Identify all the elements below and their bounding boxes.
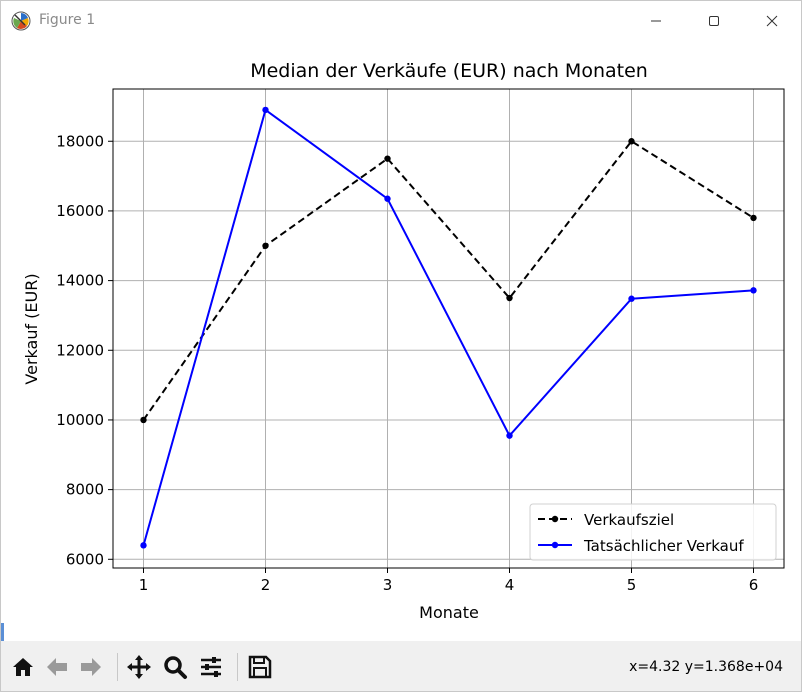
data-point xyxy=(262,106,269,114)
pan-button[interactable] xyxy=(125,653,153,681)
toolbar-separator xyxy=(117,653,118,681)
y-tick-label: 10000 xyxy=(56,411,104,429)
home-icon xyxy=(13,658,33,676)
matplotlib-logo-icon xyxy=(11,11,31,31)
configure-subplots-icon xyxy=(201,657,221,677)
line-chart: Median der Verkäufe (EUR) nach Monaten 1… xyxy=(22,60,785,622)
data-point xyxy=(384,195,391,202)
data-point xyxy=(506,432,513,439)
data-point xyxy=(384,155,391,162)
x-tick-label: 2 xyxy=(261,576,271,594)
grid xyxy=(113,89,784,568)
navigation-toolbar: x=4.32 y=1.368e+04 xyxy=(1,641,801,691)
forward-button[interactable] xyxy=(77,653,105,681)
data-point xyxy=(750,214,757,222)
data-point xyxy=(506,294,513,302)
maximize-button[interactable] xyxy=(691,1,737,41)
cursor-coordinates: x=4.32 y=1.368e+04 xyxy=(629,659,783,675)
legend-box xyxy=(529,503,777,561)
forward-icon xyxy=(81,658,101,676)
close-icon xyxy=(766,15,778,27)
legend-marker xyxy=(551,515,559,523)
y-tick-label: 8000 xyxy=(66,481,104,499)
legend-entry: Verkaufsziel xyxy=(584,511,674,529)
window-title: Figure 1 xyxy=(39,12,96,28)
data-point xyxy=(628,295,635,302)
y-tick-label: 6000 xyxy=(66,550,104,568)
data-point xyxy=(140,416,147,424)
series-line-1 xyxy=(142,139,755,421)
x-axis-label: Monate xyxy=(419,603,479,622)
zoom-icon xyxy=(164,656,187,679)
data-point xyxy=(628,138,635,145)
save-icon xyxy=(248,655,272,679)
legend-entry: Tatsächlicher Verkauf xyxy=(583,537,744,555)
chart-title: Median der Verkäufe (EUR) nach Monaten xyxy=(250,60,648,82)
x-tick-label: 6 xyxy=(749,576,759,594)
save-button[interactable] xyxy=(246,653,274,681)
y-axis-label: Verkauf (EUR) xyxy=(22,273,41,384)
title-bar[interactable]: Figure 1 xyxy=(1,1,801,41)
close-button[interactable] xyxy=(749,1,795,41)
configure-subplots-button[interactable] xyxy=(197,653,225,681)
back-icon xyxy=(47,658,67,676)
y-tick-label: 14000 xyxy=(56,272,104,290)
plot-frame xyxy=(112,88,785,569)
home-button[interactable] xyxy=(9,653,37,681)
zoom-button[interactable] xyxy=(161,653,189,681)
legend-marker xyxy=(551,541,559,549)
y-tick-label: 18000 xyxy=(56,132,104,150)
pan-icon xyxy=(127,655,151,679)
minimize-button[interactable] xyxy=(633,1,679,41)
maximize-icon xyxy=(709,16,719,26)
figure-canvas[interactable]: Median der Verkäufe (EUR) nach Monaten 1… xyxy=(1,41,801,639)
plot-area xyxy=(113,89,784,568)
axis-ticks: 1 2 3 4 5 6 6000 8000 10000 12000 14000 16000 18000 xyxy=(56,132,758,594)
back-button[interactable] xyxy=(43,653,71,681)
legend: Verkaufsziel Tatsächlicher Verkauf xyxy=(529,503,777,561)
data-point xyxy=(262,242,269,249)
x-tick-label: 5 xyxy=(627,576,637,594)
data-point xyxy=(750,287,757,294)
toolbar-separator xyxy=(237,653,238,681)
y-tick-label: 12000 xyxy=(56,341,104,359)
series-line-2 xyxy=(142,108,754,546)
x-tick-label: 4 xyxy=(505,576,515,594)
data-point xyxy=(140,542,147,549)
minimize-icon xyxy=(651,20,661,22)
x-tick-label: 3 xyxy=(383,576,393,594)
window-edge-accent xyxy=(1,623,4,641)
series-lines xyxy=(140,106,757,549)
x-tick-label: 1 xyxy=(139,576,149,594)
y-tick-label: 16000 xyxy=(56,202,104,220)
